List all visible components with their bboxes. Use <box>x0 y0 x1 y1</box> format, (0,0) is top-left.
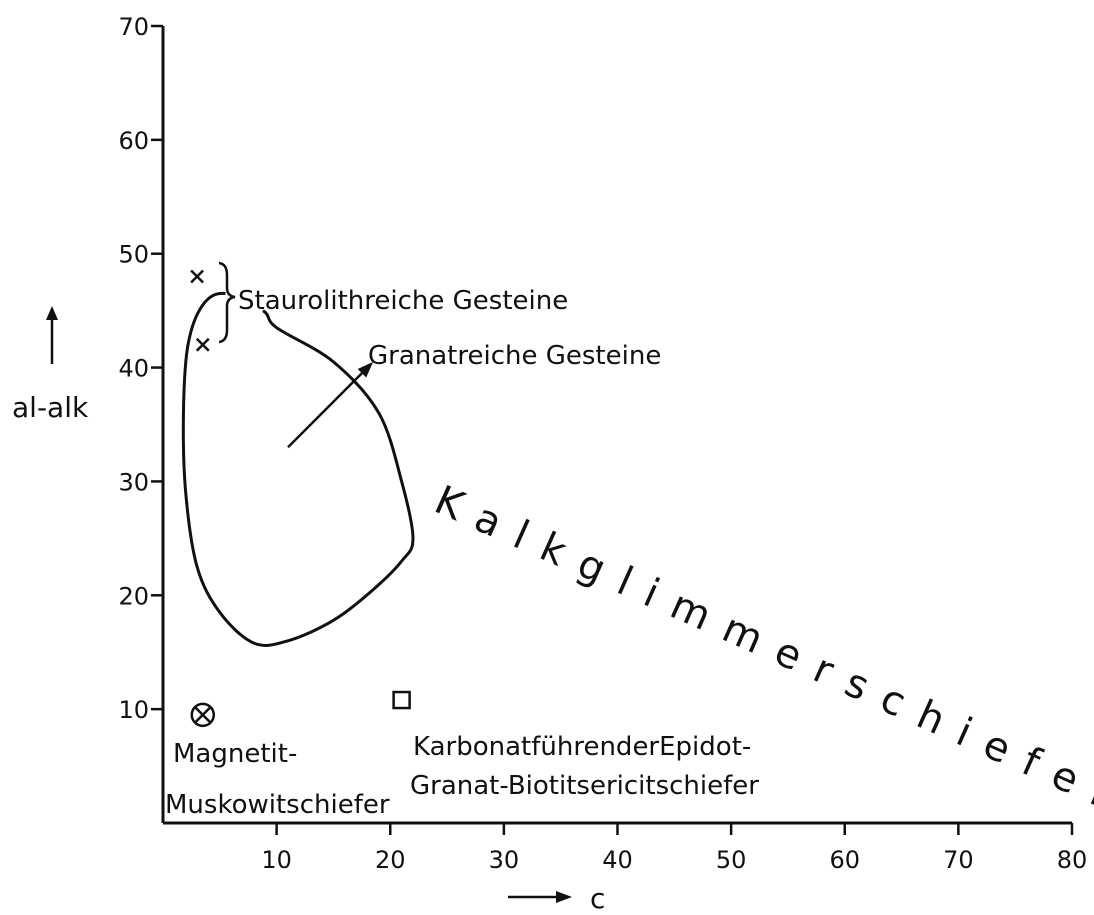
y-tick-label-60: 60 <box>118 127 149 155</box>
ticks <box>151 24 1074 835</box>
marker-stroke <box>190 269 204 284</box>
annotation-magnetit-2: Muskowitschiefer <box>165 790 390 820</box>
y-tick-label-30: 30 <box>118 468 149 496</box>
data-point-1 <box>190 269 204 284</box>
x-tick-label-80: 80 <box>1057 846 1088 874</box>
x-tick-label-10: 10 <box>261 846 292 874</box>
staurolith-brace <box>218 261 236 344</box>
annotation-granat: Granatreiche Gesteine <box>368 341 661 371</box>
annotation-magnetit-1: Magnetit- <box>173 739 297 769</box>
x-tick-label-30: 30 <box>489 846 520 874</box>
x-axis-arrow <box>508 891 572 903</box>
annotation-staurolith: Staurolithreiche Gesteine <box>238 286 568 316</box>
granat-arrowhead <box>357 361 374 378</box>
granat-region-outline <box>181 291 415 647</box>
marker-square <box>392 690 411 710</box>
y-tick-label-50: 50 <box>118 241 149 269</box>
markers <box>190 269 411 728</box>
y-tick-label-70: 70 <box>118 13 149 41</box>
y-axis-label: al-alk <box>12 391 89 424</box>
y-tick-label-20: 20 <box>118 582 149 610</box>
y-axis-arrow <box>46 306 58 364</box>
x-tick-label-50: 50 <box>716 846 747 874</box>
data-point-3 <box>190 702 216 728</box>
y-tick-label-10: 10 <box>118 696 149 724</box>
marker-circle <box>190 702 216 728</box>
data-point-2 <box>195 337 210 352</box>
y-tick-label-40: 40 <box>118 355 149 383</box>
x-tick-label-40: 40 <box>602 846 633 874</box>
x-tick-label-70: 70 <box>943 846 974 874</box>
tick-labels: 10 20 30 40 50 60 70 80 10 20 30 40 50 60 70 <box>118 13 1087 874</box>
marker-stroke <box>195 337 210 352</box>
annotation-karbonat-2: Granat-Biotitsericitschiefer <box>410 771 759 801</box>
marker-stroke <box>194 706 211 723</box>
x-tick-label-20: 20 <box>375 846 406 874</box>
annotation-karbonat-1: KarbonatführenderEpidot- <box>413 732 751 762</box>
x-tick-label-60: 60 <box>829 846 860 874</box>
granat-arrow <box>287 372 363 449</box>
data-point-4 <box>392 690 411 710</box>
x-axis-label: c <box>590 882 605 915</box>
